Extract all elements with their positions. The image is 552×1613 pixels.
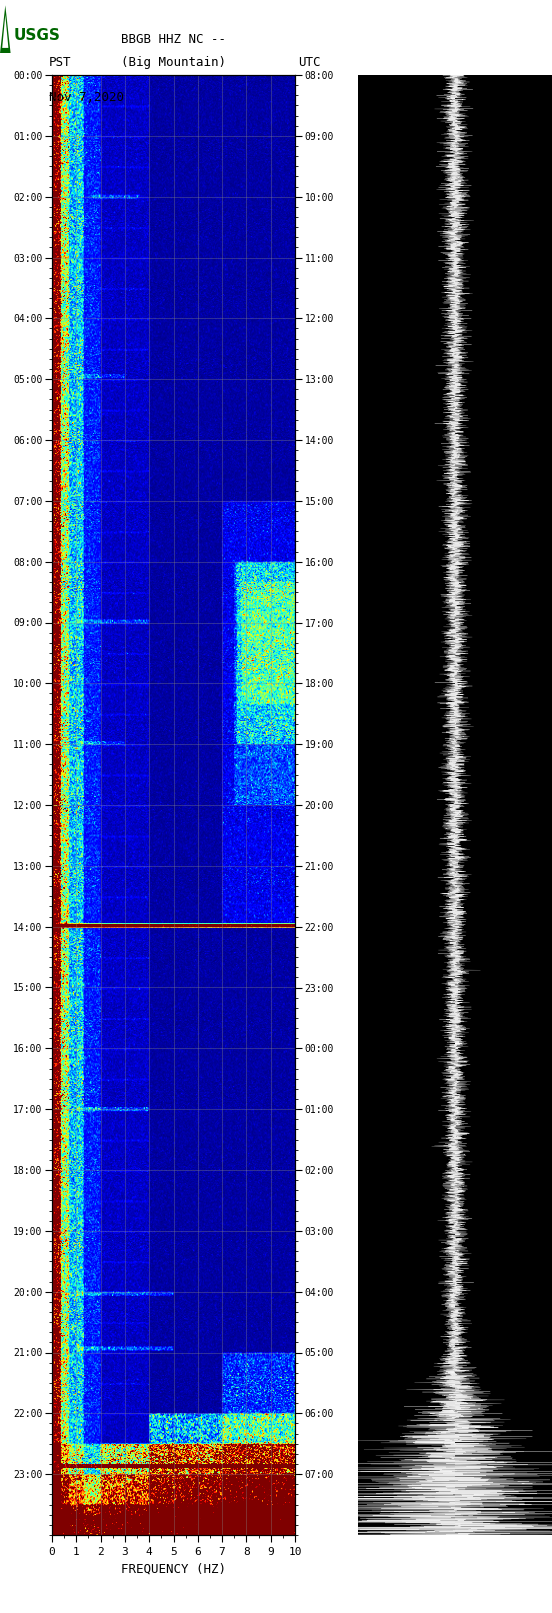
Polygon shape (0, 5, 10, 53)
Text: USGS: USGS (13, 27, 60, 42)
Text: BBGB HHZ NC --: BBGB HHZ NC -- (121, 32, 226, 45)
X-axis label: FREQUENCY (HZ): FREQUENCY (HZ) (121, 1563, 226, 1576)
Text: UTC: UTC (298, 55, 320, 68)
Text: Nov 7,2020: Nov 7,2020 (49, 90, 124, 103)
Text: PST: PST (49, 55, 72, 68)
Text: (Big Mountain): (Big Mountain) (121, 55, 226, 68)
Polygon shape (2, 15, 8, 48)
